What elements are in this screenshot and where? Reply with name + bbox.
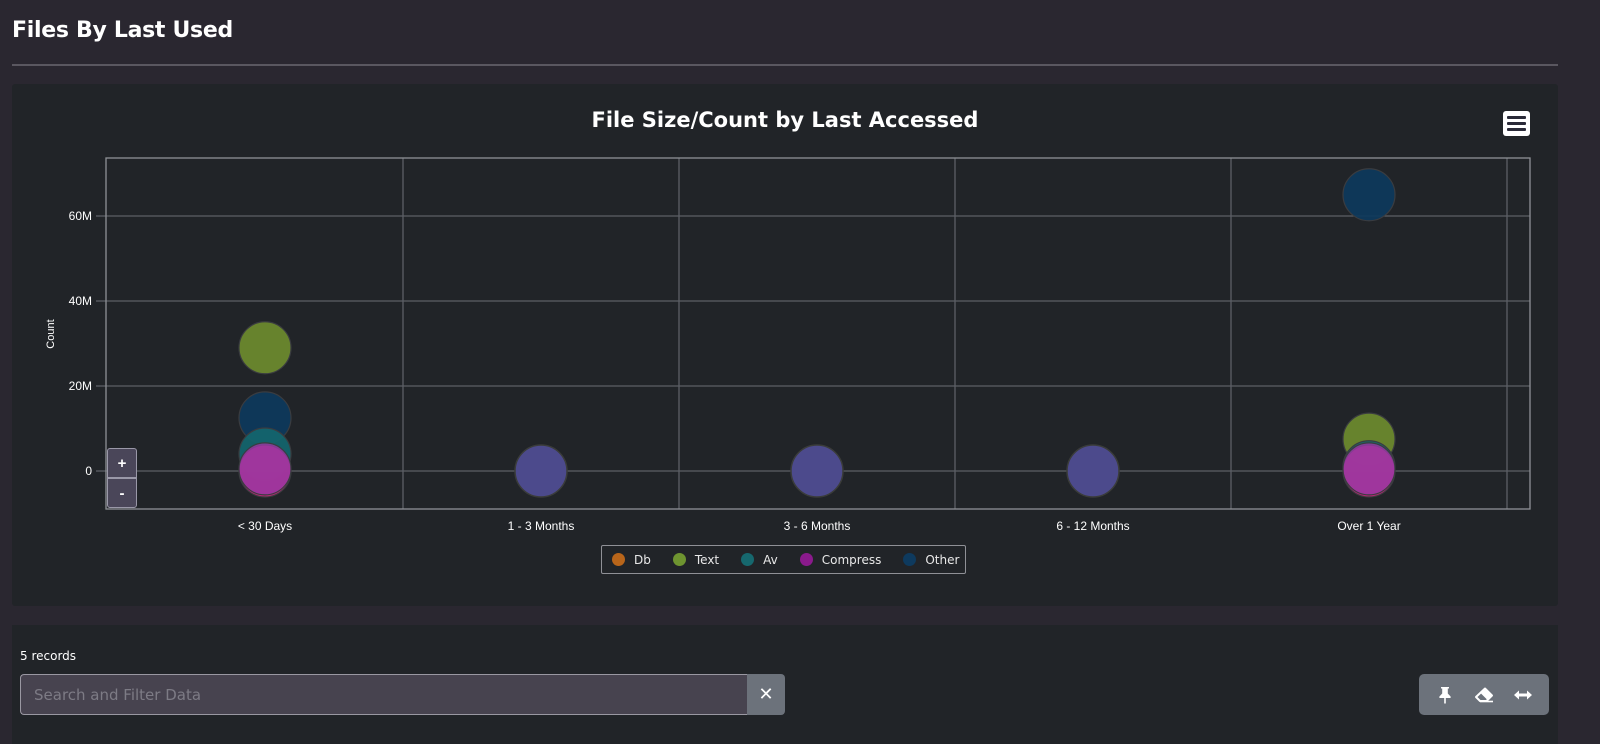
y-tick-label: 60M — [69, 209, 92, 223]
x-tick-label: 1 - 3 Months — [508, 519, 575, 533]
bubble-point[interactable] — [1342, 168, 1396, 222]
chart-title: File Size/Count by Last Accessed — [591, 108, 979, 132]
legend-label: Compress — [821, 552, 882, 567]
bubble-point[interactable] — [1342, 442, 1396, 496]
clear-search-button[interactable]: ✕ — [747, 674, 785, 715]
zoom-out-button[interactable]: - — [107, 478, 137, 508]
eraser-icon — [1474, 687, 1493, 702]
legend-marker-icon — [672, 553, 686, 566]
y-tick-label: 0 — [85, 464, 92, 478]
legend-label: Db — [634, 552, 651, 567]
zoom-in-button[interactable]: + — [107, 448, 137, 478]
legend-marker-icon — [741, 553, 755, 566]
expand-columns-button[interactable] — [1505, 677, 1541, 713]
legend-marker-icon — [903, 553, 917, 566]
bubble-point[interactable] — [238, 321, 292, 375]
legend-item-db[interactable]: Db — [612, 553, 651, 567]
expand-horizontal-icon — [1514, 690, 1533, 699]
x-tick-label: Over 1 Year — [1337, 519, 1400, 533]
y-axis-label: Count — [45, 319, 57, 348]
x-tick-label: 6 - 12 Months — [1056, 519, 1129, 533]
legend-item-other[interactable]: Other — [903, 553, 959, 567]
pin-icon — [1439, 686, 1451, 703]
legend-label: Text — [694, 552, 720, 567]
chart-bubbles — [238, 168, 1396, 498]
hamburger-menu-icon — [1507, 122, 1526, 125]
bubble-point[interactable] — [790, 444, 844, 498]
chart-axes: 0 20M 40M 60M < 30 Days 1 - 3 Months 3 - 6 Mon… — [45, 209, 1401, 533]
legend-label: Other — [925, 552, 960, 567]
table-tools — [1419, 674, 1549, 715]
hamburger-menu-icon — [1507, 128, 1526, 131]
bubble-point[interactable] — [238, 442, 292, 496]
x-tick-label: 3 - 6 Months — [784, 519, 851, 533]
legend-label: Av — [763, 552, 778, 567]
y-tick-label: 40M — [69, 294, 92, 308]
title-divider — [12, 64, 1558, 66]
bubble-point[interactable] — [514, 444, 568, 498]
legend-marker-icon — [612, 553, 625, 566]
pin-button[interactable] — [1427, 677, 1463, 713]
hamburger-menu-icon — [1507, 116, 1526, 119]
x-tick-label: < 30 Days — [238, 519, 292, 533]
legend-marker-icon — [799, 553, 813, 566]
legend-item-text[interactable]: Text — [672, 552, 720, 567]
search-input[interactable] — [20, 674, 747, 715]
legend-item-compress[interactable]: Compress — [799, 552, 882, 567]
search-group: ✕ — [20, 674, 785, 715]
clear-filters-button[interactable] — [1466, 677, 1502, 713]
bubble-point[interactable] — [1066, 444, 1120, 498]
page-title: Files By Last Used — [12, 18, 233, 43]
records-count: 5 records — [20, 649, 77, 663]
y-tick-label: 20M — [69, 379, 92, 393]
chart-legend: Db Text Av Compress Other — [601, 545, 966, 574]
chart-menu-button[interactable] — [1503, 111, 1530, 136]
legend-item-av[interactable]: Av — [741, 553, 778, 567]
close-icon: ✕ — [758, 684, 774, 705]
